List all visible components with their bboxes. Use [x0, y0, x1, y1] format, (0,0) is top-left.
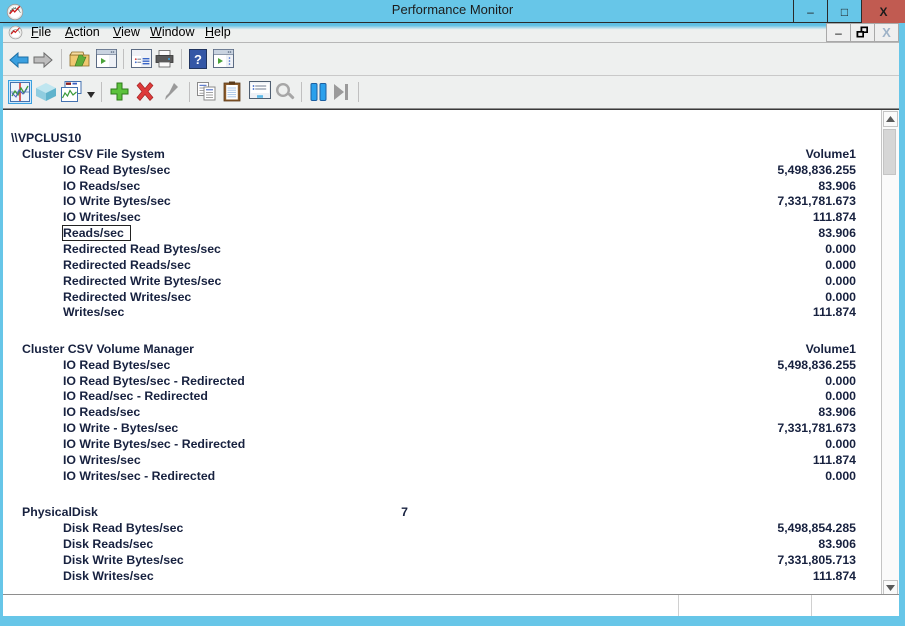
svg-text:?: ? — [194, 52, 202, 67]
